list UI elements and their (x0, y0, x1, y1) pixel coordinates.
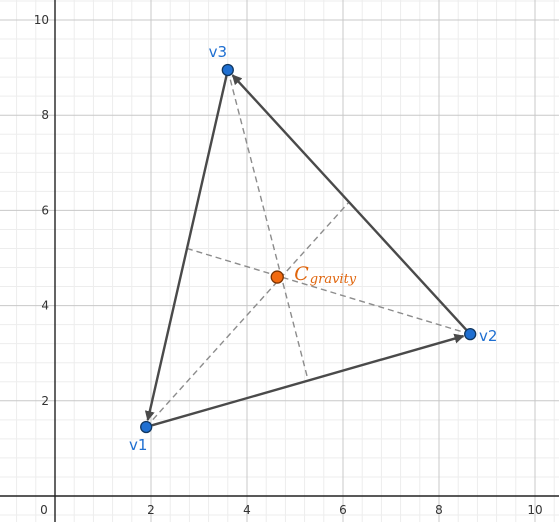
y-tick-label: 6 (41, 203, 49, 217)
tick-labels: 0 2 4 6 8 10 2 4 6 8 10 (34, 13, 543, 517)
x-tick-label: 8 (435, 503, 443, 517)
y-tick-label: 10 (34, 13, 49, 27)
vertex-label-v1: v1 (129, 436, 147, 454)
y-tick-label: 8 (41, 108, 49, 122)
centroid-label: Cgravity (294, 263, 357, 287)
x-tick-label: 10 (527, 503, 542, 517)
x-tick-label: 6 (339, 503, 347, 517)
x-tick-label: 2 (147, 503, 155, 517)
centroid-point (270, 270, 284, 284)
edge-v3-v1 (144, 75, 228, 422)
vertex-label-v3: v3 (209, 43, 227, 61)
median-v1 (145, 201, 350, 428)
vertex-point-v1 (140, 420, 153, 434)
y-tick-label: 2 (41, 394, 49, 408)
centroid: Cgravity (270, 263, 357, 287)
x-tick-label: 0 (40, 503, 48, 517)
centroid-label-main: C (294, 263, 309, 285)
median-v3 (227, 69, 309, 381)
edge-v1-v2 (151, 333, 465, 427)
y-tick-label: 4 (41, 299, 49, 313)
medians (145, 69, 471, 428)
triangle-edges (144, 74, 468, 427)
vertex-label-v2: v2 (479, 327, 497, 345)
edge-v2-v3 (231, 74, 468, 331)
median-v2 (186, 247, 471, 335)
x-tick-label: 4 (243, 503, 251, 517)
vertex-point-v3 (221, 63, 234, 77)
centroid-label-subscript: gravity (310, 272, 357, 287)
vertices: v1 v2 v3 (129, 43, 497, 454)
vertex-point-v2 (464, 328, 477, 341)
